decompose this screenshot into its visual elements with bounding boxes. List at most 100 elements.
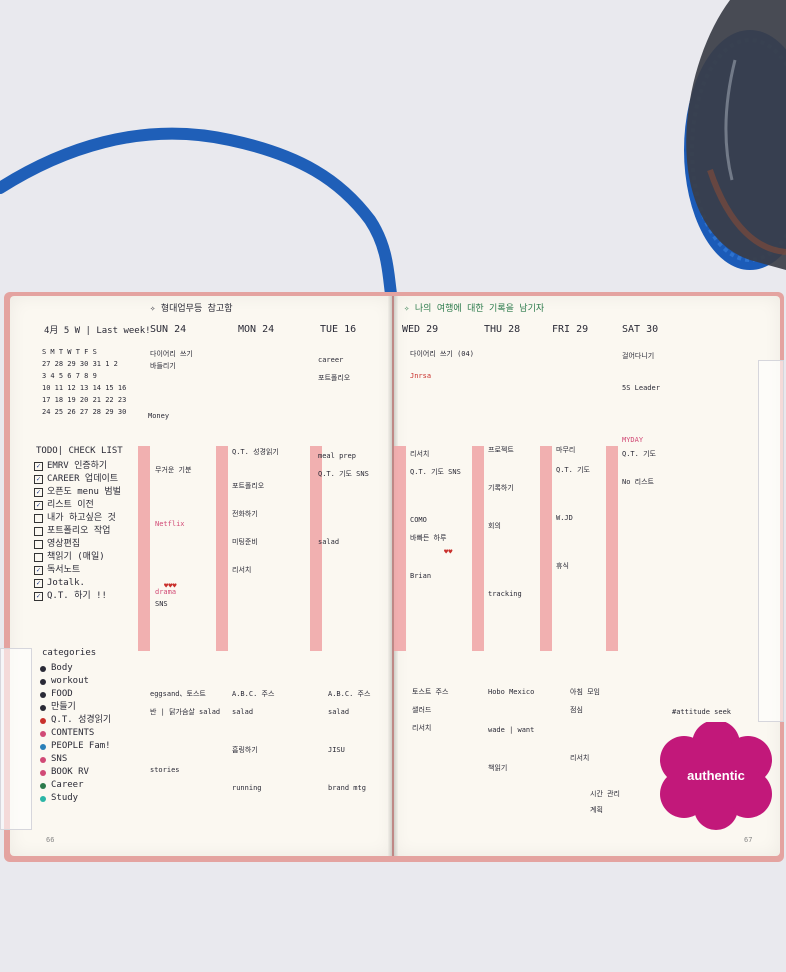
right-page-tab	[758, 360, 784, 722]
category-label: CONTENTS	[51, 728, 95, 738]
note: 리서치	[232, 566, 252, 575]
todo-label: 리스트 이전	[47, 500, 94, 510]
category-item: SNS	[40, 753, 111, 766]
note: Q.T. 성경읽기	[232, 448, 279, 456]
thu-notes: 프로젝트 기록하기 회의 tracking	[488, 446, 522, 598]
bookmark-ribbon	[0, 127, 398, 306]
note: 시간 관리	[590, 790, 620, 798]
category-item: BOOK RV	[40, 766, 111, 779]
todo-item[interactable]: ✓ Q.T. 하기 !!	[34, 590, 121, 603]
todo-item[interactable]: 책읽기 (매일)	[34, 551, 121, 564]
calendar-row: 27 28 29 30 31 1 2	[42, 360, 118, 369]
note: COMO	[410, 516, 427, 525]
sun-notes: 다이어리 쓰기 바들리기	[150, 350, 193, 370]
todo-item[interactable]: ✓ EMRV 인증하기	[34, 460, 121, 473]
category-label: SNS	[51, 754, 68, 764]
todo-item[interactable]: ✓ CAREER 업데이트	[34, 473, 121, 486]
note: A.B.C. 주스	[328, 690, 371, 698]
checkbox-icon[interactable]	[34, 553, 43, 562]
todo-item[interactable]: ✓ 오픈도 menu 범벌	[34, 486, 121, 499]
wed-notes: 다이어리 쓰기 (04) Jnrsa 리서치 Q.T. 기도 SNS COMO …	[410, 350, 474, 580]
note: 휴식	[556, 562, 569, 571]
time-bar	[216, 446, 228, 651]
checkbox-icon[interactable]	[34, 540, 43, 549]
sticker-label: authentic	[687, 768, 745, 783]
note: Jnrsa	[410, 372, 432, 381]
left-heading-note: ✧ 형대업무등 참고함	[150, 304, 233, 314]
sat-bottom: #attitude seek	[672, 708, 731, 716]
right-heading-note: ✧ 나의 여행에 대한 기록을 남기자	[404, 304, 545, 314]
todo-item[interactable]: ✓ 독서노트	[34, 564, 121, 577]
todo-item[interactable]: 영상편집	[34, 538, 121, 551]
note: career	[318, 356, 344, 364]
category-item: Q.T. 성경읽기	[40, 714, 111, 727]
sun-day-notes: 무거운 기분 Netflix drama SNS	[155, 466, 191, 608]
todo-item[interactable]: ✓ 리스트 이전	[34, 499, 121, 512]
category-dot	[40, 691, 46, 698]
note: 다이어리 쓰기	[150, 350, 193, 358]
right-day-headers: WED 29 THU 28 FRI 29 SAT 30	[402, 324, 700, 335]
category-item: workout	[40, 675, 111, 688]
category-item: 만들기	[40, 701, 111, 714]
category-item: Study	[40, 792, 111, 805]
note: 바빠든 하루	[410, 534, 447, 543]
note: 포트폴리오	[232, 482, 265, 491]
note: wade | want	[488, 726, 535, 735]
checkbox-icon[interactable]: ✓	[34, 592, 43, 601]
todo-label: 오픈도 menu 범벌	[47, 487, 121, 497]
mon-bottom: A.B.C. 주스 salad 흠링하기 running	[232, 690, 274, 792]
heart-doodles: ♥♥♥	[164, 582, 177, 590]
checkbox-icon[interactable]	[34, 514, 43, 523]
note: 미팅준비	[232, 538, 258, 547]
checkbox-icon[interactable]	[34, 527, 43, 536]
category-dot	[40, 795, 46, 802]
checkbox-icon[interactable]: ✓	[34, 462, 43, 471]
category-label: FOOD	[51, 689, 73, 699]
note: 회의	[488, 522, 501, 531]
note: 포트폴리오	[318, 374, 351, 383]
category-dot	[40, 704, 46, 711]
calendar-row: 3 4 5 6 7 8 9	[42, 372, 97, 381]
note: #attitude seek	[672, 708, 732, 716]
note: stories	[150, 766, 180, 775]
note: Q.T. 기도	[622, 450, 656, 459]
category-label: Q.T. 성경읽기	[51, 715, 112, 725]
note: brand mtg	[328, 784, 366, 793]
category-dot	[40, 678, 46, 685]
note: 마무리	[556, 446, 576, 454]
fri-bottom: 아침 모임 점심 리서치	[570, 688, 600, 762]
note: 리서치	[410, 450, 430, 459]
todo-label: 독서노트	[47, 565, 81, 575]
heart-doodles: ♥♥	[444, 548, 453, 556]
categories-title: categories	[42, 648, 97, 658]
category-dot	[40, 743, 46, 750]
note: 무거운 기분	[155, 466, 192, 474]
checkbox-icon[interactable]: ✓	[34, 566, 43, 575]
time-bar	[540, 446, 552, 651]
day-header: THU 28	[484, 324, 521, 335]
note: 흠링하기	[232, 746, 258, 755]
checkbox-icon[interactable]: ✓	[34, 488, 43, 497]
checkbox-icon[interactable]: ✓	[34, 475, 43, 484]
calendar-row: 24 25 26 27 28 29 30	[42, 408, 127, 417]
category-label: PEOPLE Fam!	[51, 741, 111, 751]
time-bar	[394, 446, 406, 651]
todo-item[interactable]: 내가 하고싶은 것	[34, 512, 121, 525]
note: 계획	[590, 806, 603, 815]
note: MYDAY	[622, 436, 644, 445]
checkbox-icon[interactable]: ✓	[34, 501, 43, 510]
category-label: BOOK RV	[51, 767, 89, 777]
note: salad	[328, 708, 350, 717]
note: 책읽기	[488, 764, 508, 773]
page-number: 66	[46, 836, 55, 844]
calendar-row: 10 11 12 13 14 15 16	[42, 384, 127, 393]
note: 기록하기	[488, 484, 514, 493]
todo-item[interactable]: 포트폴리오 작업	[34, 525, 121, 538]
checkbox-icon[interactable]: ✓	[34, 579, 43, 588]
note: Q.T. 기도 SNS	[318, 470, 369, 479]
todo-item[interactable]: ✓ Jotalk.	[34, 577, 121, 590]
todo-label: Jotalk.	[47, 578, 85, 588]
time-bar	[138, 446, 150, 651]
note: 점심	[570, 706, 583, 715]
